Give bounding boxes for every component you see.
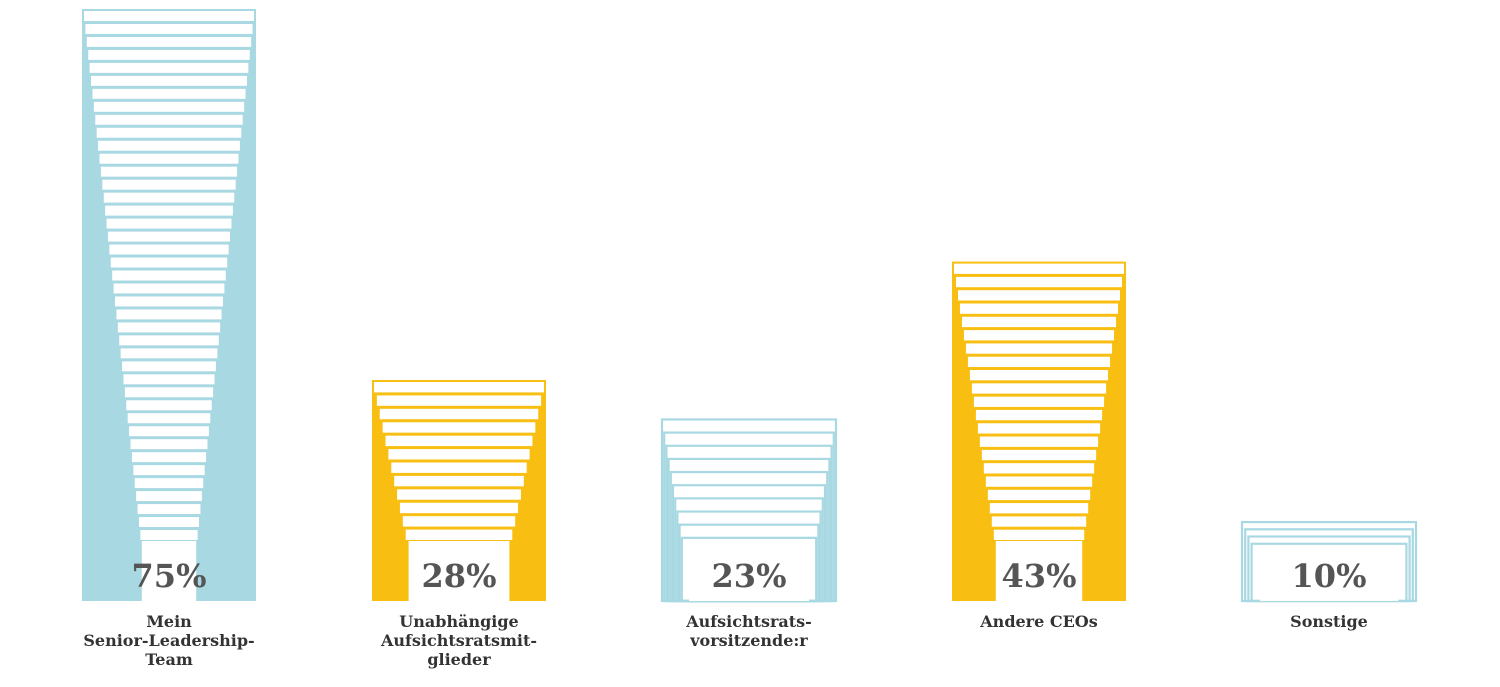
- data-label: 28%: [421, 557, 497, 595]
- bar-frame: [975, 409, 1103, 421]
- bar-frame: [955, 276, 1123, 288]
- bar-frame: [394, 475, 524, 487]
- bar-frame: [100, 166, 238, 177]
- bar-frame: [991, 516, 1087, 527]
- bar-frame: [85, 23, 253, 34]
- bar-frame: [399, 502, 519, 514]
- bar-frame: [137, 504, 201, 515]
- bar-frame: [388, 449, 530, 460]
- data-label: 23%: [711, 557, 787, 595]
- bar-frame: [134, 478, 204, 489]
- bar-frame: [96, 127, 242, 138]
- bar-frame: [391, 462, 527, 473]
- bar-frame: [107, 231, 231, 242]
- bar-frame: [989, 503, 1089, 514]
- category-label: Andere CEOs: [980, 612, 1098, 631]
- bar-frame: [374, 381, 544, 393]
- bar-frame: [973, 396, 1105, 407]
- bar-frame: [402, 516, 516, 527]
- bar-frame: [105, 205, 233, 216]
- value-box: [689, 551, 809, 601]
- bar-frame: [961, 316, 1117, 328]
- bar-frame: [397, 489, 521, 500]
- bar-frame: [971, 383, 1107, 394]
- bar-frame: [112, 270, 226, 281]
- bar-frame: [116, 309, 222, 320]
- bar-frame: [117, 322, 221, 333]
- bar-frame: [987, 489, 1091, 501]
- category-label: Mein Senior-Leadership- Team: [83, 612, 255, 669]
- bar-4: [952, 261, 1126, 601]
- bar-frame: [119, 335, 219, 346]
- category-label: Unabhängige Aufsichtsratsmit- glieder: [380, 612, 538, 669]
- value-box: [995, 541, 1083, 601]
- bar-frame: [124, 387, 214, 398]
- bar-frame: [979, 436, 1099, 447]
- data-label: 75%: [131, 557, 207, 595]
- bar-frame: [98, 140, 240, 151]
- category-label: Sonstige: [1290, 612, 1368, 631]
- bar-frame: [103, 192, 235, 203]
- bar-frame: [957, 290, 1121, 301]
- bar-frame: [93, 101, 245, 112]
- bar-frame: [123, 374, 215, 385]
- bar-frame: [967, 356, 1111, 368]
- bar-frame: [129, 426, 209, 437]
- bar-frame: [969, 370, 1109, 381]
- bar-frame: [138, 517, 200, 528]
- bar-frame: [89, 62, 249, 73]
- bar-frame: [122, 361, 216, 372]
- bar-frame: [92, 88, 246, 99]
- bar-frame: [109, 244, 229, 255]
- bar-frame: [88, 49, 250, 60]
- bar-frame: [963, 330, 1115, 341]
- bar-frame: [95, 114, 243, 125]
- bar-frame: [115, 296, 223, 307]
- bar-frame: [133, 465, 205, 476]
- bar-frame: [965, 343, 1113, 354]
- bar-frame: [959, 303, 1119, 314]
- bar-frame: [120, 348, 218, 359]
- value-box: [141, 541, 197, 601]
- bar-frame: [86, 36, 252, 47]
- bar-frame: [376, 395, 542, 406]
- data-label: 10%: [1291, 557, 1367, 595]
- bar-frame: [981, 449, 1097, 461]
- bar-frame: [405, 529, 513, 540]
- bar-3: [660, 418, 838, 603]
- bar-frame: [385, 435, 533, 447]
- bar-frame: [127, 413, 211, 424]
- bar-5: [1240, 520, 1418, 603]
- bar-frame: [382, 422, 536, 433]
- bar-frame: [136, 491, 202, 502]
- bar-frame: [102, 179, 236, 190]
- bar-frame: [131, 452, 207, 463]
- data-label: 43%: [1001, 557, 1077, 595]
- bar-1: [82, 9, 256, 601]
- bar-2: [372, 379, 546, 601]
- bar-frame: [140, 530, 198, 540]
- bar-frame: [126, 400, 212, 411]
- value-box: [408, 541, 510, 601]
- bar-frame: [379, 408, 539, 420]
- bar-frame: [983, 463, 1095, 474]
- bar-frame: [977, 423, 1101, 434]
- bar-frame: [84, 11, 254, 21]
- bar-frame: [985, 476, 1093, 487]
- bar-frame: [110, 257, 228, 268]
- bar-frame: [993, 529, 1085, 540]
- bar-frame: [113, 283, 225, 294]
- bar-frame: [91, 75, 247, 86]
- bar-frame: [130, 439, 208, 450]
- bar-frame: [106, 218, 232, 229]
- bar-frame: [99, 153, 239, 164]
- category-label: Aufsichtsrats- vorsitzende:r: [686, 612, 812, 650]
- bar-frame: [954, 263, 1124, 274]
- value-box: [1259, 551, 1399, 601]
